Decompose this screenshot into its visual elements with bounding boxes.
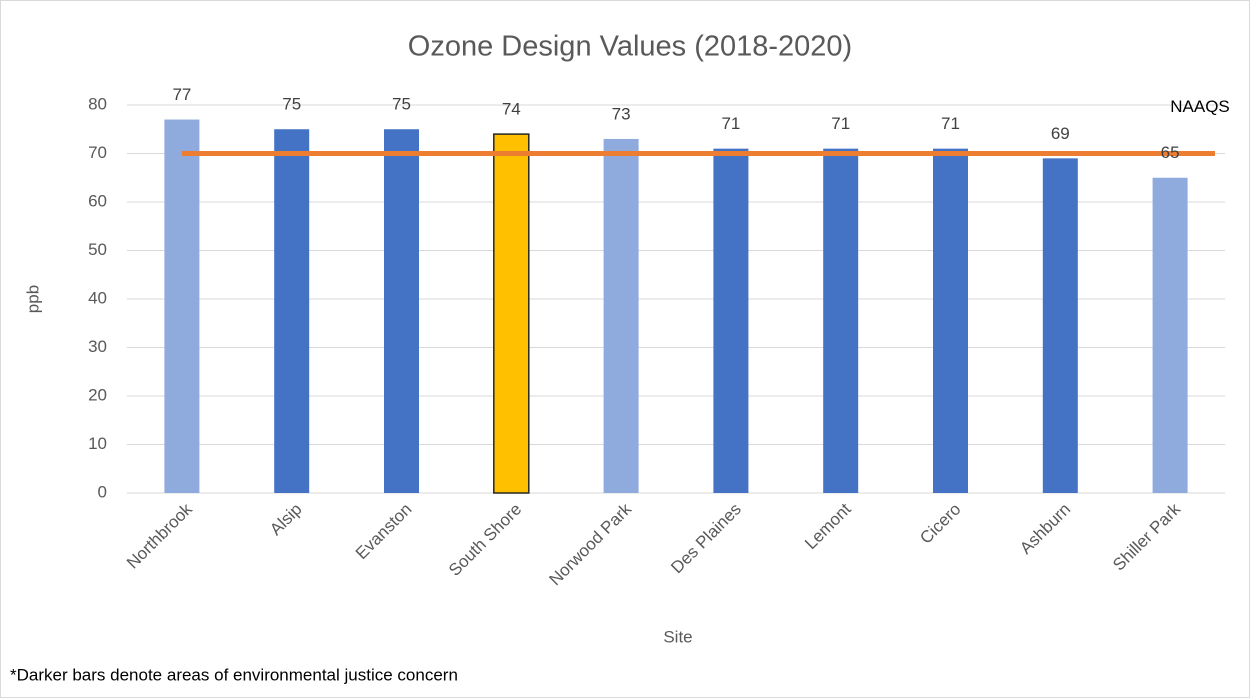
y-tick-label: 40 [88,288,107,307]
data-label: 75 [392,95,411,114]
data-label: 75 [282,95,301,114]
y-tick-label: 20 [88,385,107,404]
bar [713,148,749,493]
data-label: 65 [1161,143,1180,162]
data-label: 71 [721,114,740,133]
bar [933,148,968,493]
y-tick-label: 70 [88,143,107,162]
bar [823,148,859,493]
reference-line-label: NAAQS [1170,97,1230,116]
bar [164,119,200,494]
bar [493,133,530,494]
footnote: *Darker bars denote areas of environment… [10,665,458,684]
bar [603,138,639,493]
y-tick-label: 50 [88,240,107,259]
bar [1152,177,1188,493]
y-axis-label: ppb [23,285,42,313]
data-label: 71 [831,114,850,133]
data-label: 73 [612,104,631,123]
y-tick-label: 30 [88,337,107,356]
y-tick-label: 10 [88,434,107,453]
bar [1042,158,1078,493]
y-tick-label: 60 [88,191,107,210]
data-label: 74 [502,100,521,119]
x-axis-label: Site [663,627,692,646]
bar [274,129,310,493]
bar [384,129,419,493]
y-tick-label: 80 [88,94,107,113]
data-label: 77 [172,85,191,104]
data-label: 71 [941,114,960,133]
data-label: 69 [1051,124,1070,143]
y-tick-label: 0 [98,482,107,501]
chart-title: Ozone Design Values (2018-2020) [408,31,852,63]
